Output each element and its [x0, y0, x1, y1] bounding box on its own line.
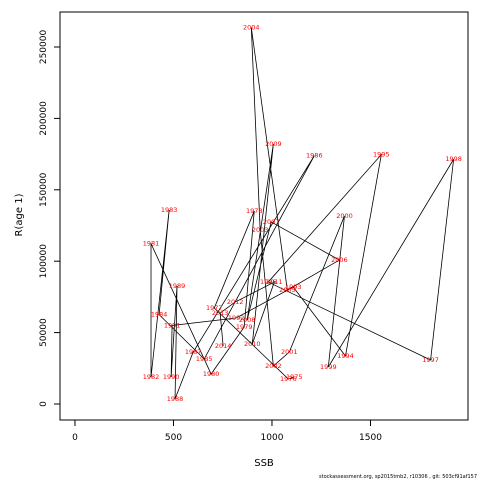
- x-tick-label: 500: [165, 433, 182, 443]
- point-label: 2011: [266, 278, 283, 286]
- point-label: 2012: [227, 298, 244, 306]
- point-label: 1999: [320, 363, 337, 371]
- x-tick-label: 0: [72, 433, 78, 443]
- point-label: 2008: [239, 316, 256, 324]
- point-label: 1986: [306, 152, 323, 160]
- y-axis-label: R(age 1): [14, 193, 25, 236]
- point-label: 2001: [281, 348, 298, 356]
- point-label: 1997: [422, 356, 439, 364]
- trajectory-line: [150, 27, 455, 400]
- point-label: 1980: [203, 370, 220, 378]
- point-label: 2013: [212, 309, 229, 317]
- plot-frame: [59, 11, 469, 421]
- point-label: 1992: [228, 314, 245, 322]
- y-tick-label: 200000: [39, 101, 49, 136]
- point-label: 2003: [252, 226, 269, 234]
- point-label: 1979: [236, 323, 253, 331]
- point-label: 1996: [260, 278, 277, 286]
- x-tick-label: 1000: [261, 433, 284, 443]
- y-tick-label: 250000: [39, 30, 49, 65]
- point-label: 1994: [337, 352, 354, 360]
- point-label: 2009: [265, 140, 282, 148]
- point-label: 2006: [331, 256, 348, 264]
- point-label: 2002: [265, 362, 282, 370]
- point-label: 1990: [163, 373, 180, 381]
- x-tick-label: 1500: [359, 433, 382, 443]
- y-tick-label: 50000: [39, 318, 49, 347]
- point-label: 2010: [244, 340, 261, 348]
- point-label: 1981: [143, 240, 160, 248]
- point-label: 1983: [161, 206, 178, 214]
- point-label: 1987: [185, 348, 202, 356]
- point-label: 1998: [445, 155, 462, 163]
- point-label: 2004: [243, 23, 260, 31]
- point-label: 1982: [143, 373, 160, 381]
- point-label: 1993: [285, 283, 302, 291]
- point-label: 1988: [167, 395, 184, 403]
- footnote: stockassessment.org, sp2015tmb2, r10306 …: [319, 474, 477, 480]
- point-label: 1995: [373, 151, 390, 159]
- point-label: 2007: [263, 218, 280, 226]
- y-tick-label: 0: [39, 401, 49, 407]
- point-label: 1977: [206, 304, 223, 312]
- point-label: 1991: [164, 321, 181, 329]
- point-label: 1989: [169, 282, 186, 290]
- point-label: 1975: [286, 373, 303, 381]
- point-label: 1978: [246, 207, 263, 215]
- point-label: 1984: [151, 311, 168, 319]
- y-tick-label: 150000: [39, 172, 49, 207]
- point-label: 1985: [196, 355, 213, 363]
- point-label: 2000: [336, 212, 353, 220]
- point-label: 2005: [279, 286, 296, 294]
- point-label: 1976: [280, 375, 297, 383]
- y-tick-label: 100000: [39, 244, 49, 279]
- x-axis-label: SSB: [254, 458, 274, 469]
- point-label: 2014: [215, 342, 232, 350]
